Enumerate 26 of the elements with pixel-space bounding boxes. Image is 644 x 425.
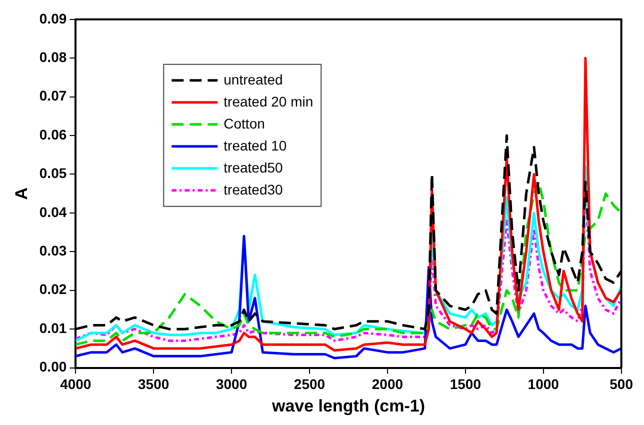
y-tick-label: 0.07 [39,88,67,104]
y-tick-label: 0.06 [39,126,67,142]
x-tick-label: 3000 [216,376,248,392]
y-tick-label: 0.09 [39,10,67,26]
legend-label: treated 10 [224,137,287,154]
x-axis-title: wave length (cm-1) [270,396,426,416]
x-tick-label: 3500 [138,376,170,392]
legend-label: treated50 [224,159,284,176]
legend-label: treated30 [224,181,284,198]
y-tick-label: 0.01 [39,320,67,336]
x-tick-label: 1000 [528,376,560,392]
x-tick-label: 500 [610,376,634,392]
y-tick-label: 0.08 [39,48,67,65]
y-tick-label: 0.03 [39,242,67,259]
legend-label: Cotton [224,115,265,132]
legend-label: treated 20 min [224,93,314,110]
y-axis-title: A [12,187,31,200]
x-tick-label: 2000 [372,376,404,392]
y-tick-label: 0.05 [39,165,67,182]
legend-label: untreated [224,71,283,88]
y-tick-label: 0.00 [39,358,67,375]
y-tick-label: 0.02 [39,281,67,298]
x-tick-label: 2500 [294,376,326,392]
y-tick-label: 0.04 [39,204,67,220]
x-tick-label: 1500 [450,376,482,392]
x-tick-label: 4000 [60,376,92,392]
